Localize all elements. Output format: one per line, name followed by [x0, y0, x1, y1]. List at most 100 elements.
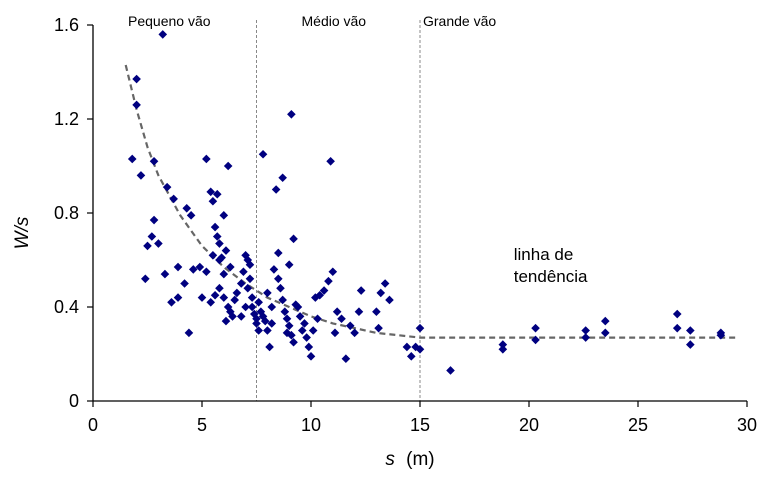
data-point [226, 262, 235, 272]
data-point [215, 283, 224, 293]
data-point [686, 326, 695, 335]
data-point [350, 328, 359, 338]
data-point [208, 196, 218, 206]
data-point [219, 293, 229, 302]
data-point [402, 342, 412, 352]
data-point [254, 298, 263, 307]
data-point [167, 298, 176, 307]
data-point [311, 293, 320, 302]
data-point [143, 241, 152, 251]
data-point [182, 204, 192, 213]
data-point [337, 314, 346, 324]
data-point [324, 276, 333, 286]
data-point [302, 333, 311, 342]
y-tick-label: 1.6 [54, 15, 79, 35]
x-axis-ticks: 0 5 10 15 20 25 30 [88, 401, 757, 435]
zone-label: Médio vão [302, 13, 367, 29]
x-tick-label: 30 [737, 415, 757, 435]
data-point [376, 288, 386, 298]
data-point [136, 171, 146, 180]
data-point [498, 340, 508, 349]
data-point [356, 286, 366, 295]
data-point [219, 211, 229, 220]
data-point [247, 302, 257, 312]
data-point [197, 293, 207, 302]
data-point [295, 312, 305, 321]
y-tick-label: 0 [69, 391, 79, 411]
data-point [686, 340, 695, 349]
data-point [271, 185, 281, 194]
data-point [446, 366, 455, 375]
x-tick-label: 10 [301, 415, 321, 435]
data-point [239, 267, 248, 277]
data-point [330, 328, 340, 338]
data-point [250, 309, 259, 319]
data-point [374, 323, 383, 333]
data-point [149, 157, 159, 166]
trend-line-layer [124, 64, 737, 339]
data-point [154, 239, 163, 248]
data-point [498, 345, 508, 354]
x-tick-label: 15 [410, 415, 430, 435]
data-point [212, 189, 222, 199]
data-point [223, 161, 233, 171]
data-point [315, 290, 325, 300]
zone-boundaries [256, 20, 421, 401]
data-point [252, 319, 261, 328]
data-point [289, 234, 298, 244]
data-point [372, 307, 381, 316]
data-point [716, 328, 726, 338]
x-tick-label: 25 [628, 415, 648, 435]
data-point [254, 326, 263, 335]
zone-labels: Pequeno vão Médio vão Grande vão [128, 13, 496, 29]
x-axis-variable: s [385, 449, 395, 470]
data-point [278, 173, 287, 183]
data-point [326, 157, 335, 166]
data-point [308, 326, 318, 335]
data-point [210, 290, 220, 300]
data-point [265, 342, 274, 352]
data-point [406, 352, 416, 361]
y-tick-label: 0.4 [54, 297, 79, 317]
data-point [297, 326, 307, 335]
data-point [245, 260, 255, 269]
y-tick-label: 1.2 [54, 109, 79, 129]
data-point [212, 232, 222, 241]
trend-annotation-line-2: tendência [514, 267, 588, 286]
data-point [385, 295, 394, 305]
data-point [243, 283, 253, 293]
data-point [141, 274, 150, 284]
data-point [184, 328, 194, 338]
data-point [332, 307, 342, 316]
data-point [221, 246, 231, 255]
x-tick-label: 0 [88, 415, 98, 435]
data-point [263, 288, 272, 298]
data-point [341, 354, 351, 363]
data-point [581, 333, 590, 342]
data-point [581, 326, 590, 335]
data-point [232, 288, 242, 298]
data-point [247, 293, 257, 302]
data-point [188, 265, 198, 274]
y-tick-label: 0.8 [54, 203, 79, 223]
data-point [206, 298, 216, 307]
y-axis-title: W/s [12, 216, 33, 249]
data-point [287, 110, 296, 119]
data-point [354, 307, 364, 316]
data-point [289, 337, 298, 347]
data-point [217, 253, 226, 262]
data-point [208, 251, 218, 260]
data-point [267, 302, 277, 312]
data-point [531, 335, 540, 345]
data-point [280, 307, 290, 316]
x-axis-title: s (m) [385, 449, 434, 470]
data-point [415, 323, 425, 333]
data-point [215, 239, 224, 248]
data-point [228, 312, 237, 321]
data-point [282, 328, 292, 338]
data-point [260, 316, 270, 326]
data-point [221, 316, 231, 326]
data-point [160, 269, 170, 279]
data-point [241, 302, 250, 312]
data-point [313, 314, 322, 324]
